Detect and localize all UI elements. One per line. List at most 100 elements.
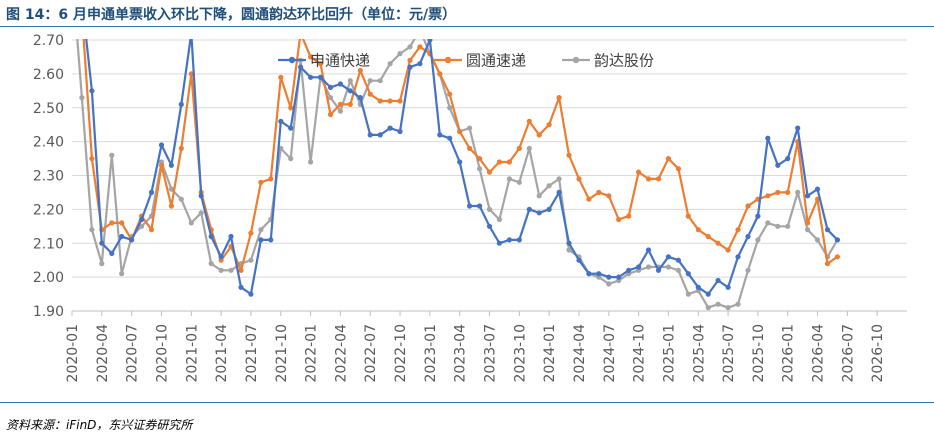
- bottom-divider: [0, 402, 934, 403]
- data-point: [347, 78, 353, 84]
- data-point: [337, 81, 343, 87]
- legend: 申通快递 圆通速递 韵达股份: [278, 52, 654, 70]
- data-point: [705, 305, 711, 311]
- data-point: [427, 39, 433, 43]
- data-point: [317, 74, 324, 80]
- y-tick-label: 2.40: [33, 135, 64, 151]
- data-point: [79, 0, 84, 2]
- legend-marker-1: [444, 56, 452, 64]
- data-point: [139, 223, 145, 229]
- data-point: [665, 156, 672, 162]
- data-point: [556, 95, 562, 101]
- y-tick-label: 1.90: [33, 304, 64, 320]
- data-point: [218, 267, 224, 273]
- data-point: [397, 128, 403, 135]
- data-point: [834, 254, 841, 260]
- data-point: [725, 305, 731, 311]
- data-point: [834, 237, 841, 243]
- legend-marker-2: [572, 56, 580, 64]
- data-point: [158, 142, 165, 148]
- data-point: [327, 84, 334, 90]
- data-point: [208, 261, 214, 267]
- x-tick-label: 2023-04: [453, 324, 469, 383]
- data-point: [168, 162, 174, 168]
- data-point: [168, 186, 174, 192]
- data-point: [447, 105, 453, 111]
- data-point: [745, 233, 751, 240]
- data-point: [596, 189, 602, 195]
- x-tick-label: 2025-04: [691, 324, 707, 383]
- data-point: [685, 271, 691, 277]
- legend-marker-0: [288, 56, 296, 64]
- data-point: [109, 220, 115, 226]
- data-point: [824, 227, 831, 233]
- data-point: [685, 291, 691, 297]
- data-point: [417, 27, 422, 32]
- x-tick-label: 2024-10: [632, 324, 648, 383]
- data-point: [467, 145, 473, 151]
- data-point: [347, 101, 353, 107]
- data-point: [89, 88, 95, 94]
- data-point: [477, 166, 483, 172]
- data-point: [248, 257, 254, 263]
- data-point: [725, 284, 731, 290]
- x-tick-label: 2020-04: [95, 324, 111, 383]
- data-point: [268, 237, 274, 243]
- data-point: [775, 189, 781, 195]
- y-tick-label: 2.10: [33, 236, 64, 252]
- data-point: [238, 284, 244, 290]
- data-point: [665, 254, 672, 260]
- data-point: [785, 189, 791, 195]
- data-point: [715, 301, 721, 307]
- data-point: [486, 206, 493, 212]
- data-point: [148, 227, 155, 233]
- data-point: [805, 220, 811, 226]
- data-point: [367, 132, 373, 138]
- data-point: [824, 261, 831, 267]
- data-point: [616, 274, 622, 280]
- data-point: [298, 31, 303, 36]
- data-point: [765, 135, 771, 141]
- series-line-1: [82, 39, 839, 272]
- data-point: [715, 240, 721, 246]
- data-point: [645, 264, 652, 270]
- data-point: [566, 247, 572, 253]
- data-point: [685, 213, 691, 219]
- data-point: [695, 284, 701, 290]
- data-point: [715, 277, 721, 284]
- data-point: [735, 301, 741, 307]
- data-point: [397, 98, 403, 104]
- y-tick-label: 2.30: [33, 169, 64, 185]
- x-tick-label: 2026-04: [811, 324, 827, 383]
- data-point: [228, 267, 234, 273]
- data-point: [347, 88, 353, 94]
- x-tick-label: 2026-10: [870, 324, 886, 383]
- x-tick-label: 2026-07: [840, 324, 856, 383]
- x-tick-label: 2021-10: [274, 324, 290, 383]
- data-point: [417, 44, 423, 50]
- data-point: [675, 166, 682, 172]
- data-point: [526, 206, 532, 212]
- data-point: [805, 193, 811, 199]
- data-point: [576, 176, 582, 182]
- data-point: [814, 186, 821, 192]
- data-point: [725, 247, 731, 253]
- x-tick-label: 2022-01: [304, 324, 320, 383]
- x-tick-label: 2025-07: [721, 324, 737, 383]
- data-point: [775, 223, 781, 229]
- data-point: [606, 281, 612, 287]
- data-point: [795, 189, 801, 195]
- data-point: [655, 176, 662, 182]
- data-point: [606, 274, 612, 280]
- data-point: [516, 145, 522, 151]
- legend-label-1: 圆通速递: [466, 52, 526, 70]
- data-point: [795, 125, 801, 131]
- data-point: [99, 240, 105, 246]
- data-point: [119, 271, 125, 277]
- data-point: [168, 203, 174, 209]
- data-point: [606, 193, 612, 199]
- data-point: [645, 247, 652, 253]
- data-point: [506, 159, 512, 165]
- data-point: [119, 220, 125, 226]
- figure-title: 图 14：6 月申通单票收入环比下降，圆通韵达环比回升（单位：元/票）: [6, 7, 457, 23]
